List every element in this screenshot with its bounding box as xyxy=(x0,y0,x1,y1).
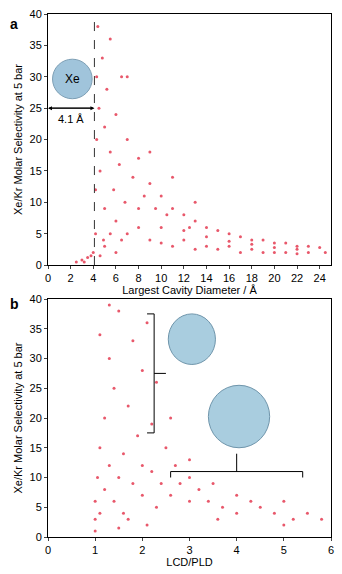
svg-text:2: 2 xyxy=(139,544,145,556)
svg-text:25: 25 xyxy=(30,382,42,394)
svg-text:0: 0 xyxy=(45,544,51,556)
svg-text:5: 5 xyxy=(36,228,42,240)
svg-text:4: 4 xyxy=(234,544,240,556)
svg-text:14: 14 xyxy=(200,272,212,284)
svg-text:20: 20 xyxy=(268,272,280,284)
svg-text:40: 40 xyxy=(30,8,42,20)
svg-text:16: 16 xyxy=(223,272,235,284)
svg-text:18: 18 xyxy=(246,272,258,284)
svg-text:b: b xyxy=(10,296,19,312)
svg-text:12: 12 xyxy=(178,272,190,284)
svg-text:25: 25 xyxy=(30,102,42,114)
svg-text:20: 20 xyxy=(30,133,42,145)
svg-text:LCD/PLD: LCD/PLD xyxy=(166,556,213,568)
svg-text:6: 6 xyxy=(328,544,334,556)
svg-text:4.1 Å: 4.1 Å xyxy=(58,113,84,125)
svg-text:8: 8 xyxy=(135,272,141,284)
svg-text:35: 35 xyxy=(30,39,42,51)
svg-text:30: 30 xyxy=(30,71,42,83)
svg-text:15: 15 xyxy=(30,165,42,177)
svg-text:6: 6 xyxy=(113,272,119,284)
svg-text:15: 15 xyxy=(30,442,42,454)
svg-text:1: 1 xyxy=(92,544,98,556)
svg-text:40: 40 xyxy=(30,293,42,305)
svg-text:30: 30 xyxy=(30,352,42,364)
svg-text:35: 35 xyxy=(30,323,42,335)
svg-text:10: 10 xyxy=(155,272,167,284)
svg-text:0: 0 xyxy=(36,531,42,543)
svg-text:0: 0 xyxy=(45,272,51,284)
svg-text:10: 10 xyxy=(30,471,42,483)
svg-text:4: 4 xyxy=(90,272,96,284)
svg-text:2: 2 xyxy=(68,272,74,284)
svg-text:5: 5 xyxy=(281,544,287,556)
svg-text:5: 5 xyxy=(36,501,42,513)
svg-text:20: 20 xyxy=(30,412,42,424)
svg-text:Xe: Xe xyxy=(65,72,80,86)
svg-text:Xe/Kr Molar Selectivity at 5 b: Xe/Kr Molar Selectivity at 5 bar xyxy=(12,342,24,493)
svg-text:3: 3 xyxy=(186,544,192,556)
svg-text:Xe/Kr Molar Selectivity at 5 b: Xe/Kr Molar Selectivity at 5 bar xyxy=(12,64,24,215)
svg-text:22: 22 xyxy=(291,272,303,284)
svg-text:a: a xyxy=(10,16,18,32)
svg-text:24: 24 xyxy=(314,272,326,284)
svg-text:Largest Cavity Diameter / Å: Largest Cavity Diameter / Å xyxy=(122,284,257,296)
svg-text:0: 0 xyxy=(36,259,42,271)
svg-text:10: 10 xyxy=(30,196,42,208)
